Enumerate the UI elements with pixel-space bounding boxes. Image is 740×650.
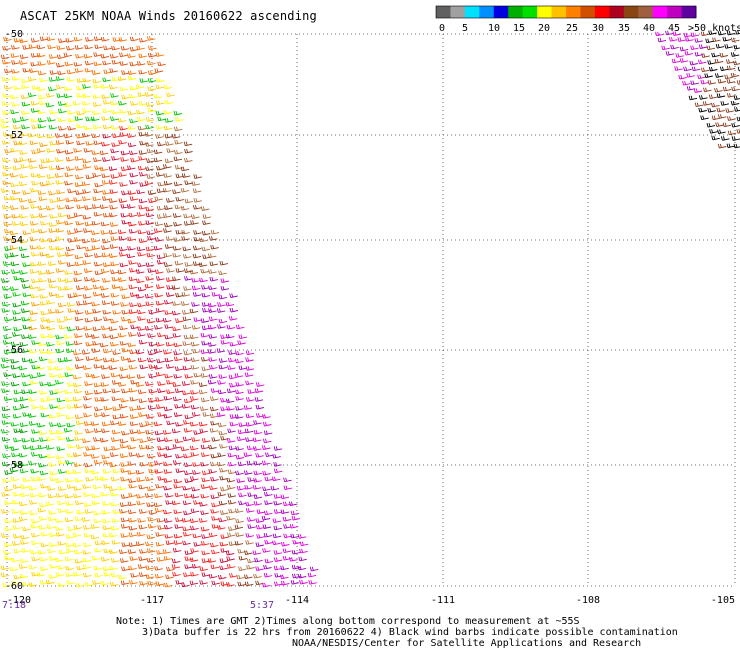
legend-label: 15 bbox=[513, 23, 525, 34]
legend-label: 25 bbox=[566, 23, 578, 34]
legend-label: 40 bbox=[643, 23, 655, 34]
legend-swatch bbox=[623, 6, 639, 18]
legend-label: 35 bbox=[618, 23, 630, 34]
legend-swatch bbox=[652, 6, 668, 18]
wind-barb-group bbox=[0, 36, 175, 586]
legend-label: 0 bbox=[439, 23, 445, 34]
legend-swatch bbox=[580, 6, 596, 18]
latitude-label: -56 bbox=[5, 345, 23, 356]
pass-time-label: 5:37 bbox=[250, 600, 274, 611]
wind-speed-legend: 0 5 10 15 20 25 30 35 40 45 >50 knots bbox=[435, 5, 740, 34]
wind-barb-group bbox=[184, 30, 708, 585]
note-line-3: NOAA/NESDIS/Center for Satellite Applica… bbox=[292, 638, 642, 649]
latitude-label: -54 bbox=[5, 235, 23, 246]
legend-border bbox=[435, 5, 697, 19]
longitude-label: -120 bbox=[7, 595, 31, 606]
wind-barb-group bbox=[101, 125, 238, 587]
latitude-label: -52 bbox=[5, 130, 23, 141]
legend-swatch bbox=[522, 6, 538, 18]
longitude-label: -117 bbox=[140, 595, 164, 606]
wind-barb-group bbox=[2, 134, 84, 468]
wind-barb-group bbox=[0, 76, 182, 476]
wind-barbs bbox=[0, 30, 740, 588]
legend-label: 45 bbox=[668, 23, 680, 34]
wind-barb-group bbox=[137, 125, 262, 580]
legend-swatch bbox=[551, 6, 567, 18]
legend-label: 20 bbox=[538, 23, 550, 34]
legend-label: 10 bbox=[488, 23, 500, 34]
longitude-label: -114 bbox=[285, 595, 309, 606]
note-line-1: Note: 1) Times are GMT 2)Times along bot… bbox=[116, 616, 580, 627]
legend-swatch bbox=[464, 6, 480, 18]
legend-label: 5 bbox=[462, 23, 468, 34]
latitude-label: -58 bbox=[5, 460, 23, 471]
legend-swatch bbox=[681, 6, 697, 18]
legend-swatch bbox=[667, 6, 683, 18]
map-title: ASCAT 25KM NOAA Winds 20160622 ascending bbox=[20, 9, 317, 23]
wind-barb-group bbox=[1, 36, 173, 588]
legend-swatch bbox=[566, 6, 581, 18]
legend-swatch bbox=[594, 6, 610, 18]
longitude-label: -105 bbox=[711, 595, 735, 606]
wind-barb-group bbox=[688, 30, 740, 149]
legend-swatch bbox=[493, 6, 509, 18]
wind-barb-group bbox=[138, 31, 740, 587]
latitude-label: -50 bbox=[5, 29, 23, 40]
wind-barb-group bbox=[1, 252, 31, 475]
legend-swatch bbox=[537, 6, 553, 18]
wind-barb-group bbox=[0, 76, 175, 587]
longitude-label: -108 bbox=[576, 595, 600, 606]
legend-label: >50 knots bbox=[688, 23, 740, 34]
wind-barb-group bbox=[0, 75, 184, 588]
legend-swatch bbox=[638, 6, 654, 18]
legend-swatch bbox=[436, 6, 451, 18]
legend-swatch bbox=[479, 6, 495, 18]
latitude-label: -60 bbox=[5, 581, 23, 592]
longitude-label: -111 bbox=[431, 595, 455, 606]
grid bbox=[6, 33, 736, 587]
note-line-2: 3)Data buffer is 22 hrs from 20160622 4)… bbox=[142, 627, 678, 638]
pass-time-label: 7:18 bbox=[2, 600, 26, 611]
legend-swatch bbox=[508, 6, 524, 18]
legend-label: 30 bbox=[592, 23, 604, 34]
wind-barb-group bbox=[102, 133, 235, 588]
legend-swatch bbox=[450, 6, 466, 18]
wind-barb-group bbox=[191, 31, 709, 588]
legend-swatch bbox=[609, 6, 625, 18]
